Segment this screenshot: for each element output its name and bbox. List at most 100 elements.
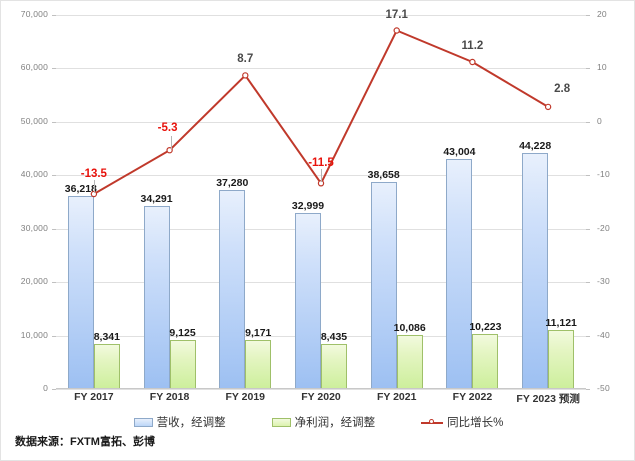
gridline — [56, 335, 586, 337]
right-axis-tick-label: -30 — [597, 276, 610, 287]
growth-value-label: 11.2 — [461, 40, 484, 53]
right-axis-tick-label: 0 — [597, 115, 602, 126]
right-axis-tick-mark — [586, 68, 590, 70]
plot-area: 36,218 8,341 34,291 9,125 37,280 9,171 32,999 8… — [56, 9, 586, 390]
revenue-bar[interactable]: 37,280 — [216, 177, 248, 389]
profit-bar[interactable]: 8,341 — [94, 331, 120, 389]
left-axis-tick-label: 30,000 — [20, 222, 48, 233]
source-note: 数据来源：FXTM富拓、彭博 — [15, 436, 155, 448]
category-label: FY 2017 — [74, 391, 114, 403]
right-axis-tick-mark — [586, 175, 590, 177]
left-axis-tick-label: 10,000 — [20, 329, 48, 340]
profit-bar[interactable]: 10,086 — [394, 322, 426, 389]
growth-value-label: -13.5 — [80, 167, 107, 180]
left-axis-tick-label: 70,000 — [20, 9, 48, 19]
right-axis-tick-label: 20 — [597, 9, 607, 19]
legend-label: 同比增长% — [447, 417, 504, 429]
bar-group: 38,658 10,086 — [359, 15, 435, 389]
bar-value-label: 37,280 — [216, 176, 249, 189]
left-axis-tick-label: 40,000 — [20, 169, 48, 180]
right-axis-tick-label: -50 — [597, 383, 610, 393]
left-axis-tick-mark — [52, 389, 56, 390]
bar-value-label: 10,223 — [469, 321, 502, 334]
bar-value-label: 8,341 — [93, 331, 120, 344]
label-leader-line — [93, 179, 95, 193]
growth-value-label: 17.1 — [385, 8, 408, 21]
category-label: FY 2018 — [149, 391, 190, 403]
right-axis-tick-label: -40 — [597, 329, 610, 340]
bar-group: 43,004 10,223 — [435, 15, 511, 389]
bar-group: 32,999 8,435 — [283, 15, 359, 389]
left-axis-tick-mark — [52, 68, 56, 70]
bar-group: 34,291 9,125 — [132, 15, 208, 389]
left-axis-tick-label: 20,000 — [20, 276, 48, 287]
legend-item[interactable]: 同比增长% — [421, 414, 503, 430]
profit-bar[interactable]: 10,223 — [469, 321, 501, 389]
left-axis-tick-mark — [52, 15, 56, 16]
growth-value-label: 8.7 — [237, 53, 254, 66]
growth-value-label: 2.8 — [554, 82, 571, 95]
right-axis-tick-mark — [586, 15, 590, 16]
right-axis-tick-mark — [586, 228, 590, 230]
chart-legend: 营收，经调整 净利润，经调整 同比增长% — [1, 414, 634, 430]
revenue-bar[interactable]: 36,218 — [65, 183, 97, 389]
growth-value-label: -11.5 — [308, 157, 334, 170]
category-axis: FY 2017 FY 2018 FY 2019 FY 2020 FY 2021 FY 20… — [56, 391, 586, 411]
revenue-bar[interactable]: 43,004 — [443, 146, 475, 389]
bar-value-label: 11,121 — [545, 316, 577, 329]
revenue-bar[interactable]: 38,658 — [368, 169, 400, 389]
bar-value-label: 8,435 — [320, 330, 348, 343]
bar-value-label: 36,218 — [64, 182, 97, 195]
gridline — [56, 282, 586, 284]
gridline — [56, 15, 586, 16]
category-label: FY 2023 预测 — [516, 393, 580, 405]
left-axis-tick-label: 60,000 — [20, 62, 48, 73]
profit-bar[interactable]: 9,171 — [245, 327, 271, 389]
bar-value-label: 34,291 — [140, 192, 173, 205]
revenue-bar[interactable]: 44,228 — [519, 140, 551, 389]
category-label: FY 2021 — [376, 391, 417, 403]
right-axis-tick-mark — [586, 121, 590, 123]
category-label: FY 2019 — [225, 391, 266, 403]
left-axis-tick-mark — [52, 121, 56, 123]
legend-item[interactable]: 营收，经调整 — [133, 414, 226, 430]
left-axis-tick-mark — [52, 335, 56, 337]
profit-bar[interactable]: 8,435 — [321, 331, 347, 389]
profit-bar[interactable]: 9,125 — [169, 327, 196, 389]
bar-value-label: 32,999 — [291, 199, 325, 212]
revenue-bar[interactable]: 32,999 — [292, 200, 324, 389]
left-axis-tick-mark — [52, 282, 56, 284]
bar-value-label: 38,658 — [367, 169, 400, 182]
label-leader-line — [170, 136, 172, 150]
legend-label: 净利润，经调整 — [294, 417, 376, 429]
category-label: FY 2022 — [452, 391, 493, 403]
left-axis-tick-label: 50,000 — [20, 115, 48, 126]
profit-swatch — [271, 417, 291, 427]
right-axis-tick-mark — [586, 335, 590, 337]
right-axis-tick-mark — [586, 282, 590, 284]
gridline — [56, 228, 586, 230]
left-axis-tick-mark — [52, 175, 56, 177]
revenue-bar[interactable]: 34,291 — [140, 193, 173, 389]
growth-value-label: -5.3 — [157, 122, 178, 135]
left-axis-tick-label: 0 — [43, 383, 48, 393]
legend-label: 营收，经调整 — [156, 417, 226, 429]
right-axis-tick-mark — [586, 389, 590, 390]
x-axis-baseline — [56, 388, 586, 389]
bar-value-label: 9,125 — [169, 327, 196, 340]
right-axis-tick-label: -20 — [597, 222, 610, 233]
bar-value-label: 43,004 — [443, 146, 476, 159]
bar-value-label: 44,228 — [519, 139, 552, 152]
gridline — [56, 389, 586, 390]
revenue-swatch — [133, 417, 153, 427]
bar-value-label: 9,171 — [245, 327, 272, 340]
right-axis-tick-label: 10 — [597, 62, 607, 73]
profit-bar[interactable]: 11,121 — [545, 317, 577, 389]
bar-value-label: 10,086 — [393, 322, 426, 335]
bar-group: 44,228 11,121 — [510, 15, 586, 389]
growth-line-swatch — [421, 418, 444, 427]
left-axis-tick-mark — [52, 228, 56, 230]
category-label: FY 2020 — [301, 391, 341, 403]
legend-item[interactable]: 净利润，经调整 — [271, 414, 376, 430]
